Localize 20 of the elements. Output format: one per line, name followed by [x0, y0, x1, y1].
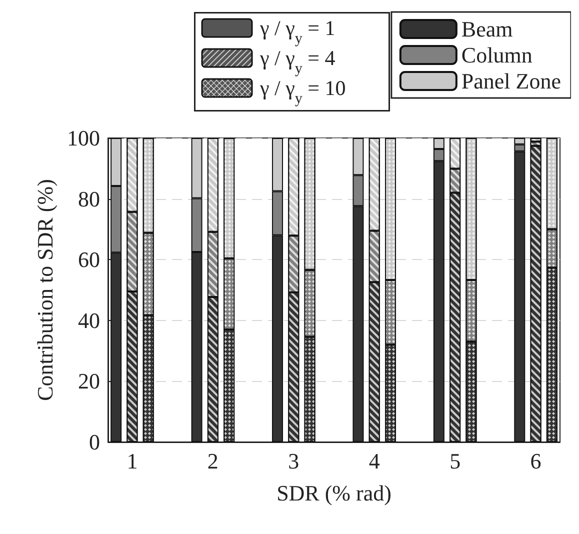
x-axis-title: SDR (% rad) — [276, 480, 392, 506]
legend-label: Column — [461, 42, 532, 68]
x-tick-label: 1 — [126, 448, 138, 474]
x-tick-label: 2 — [207, 448, 218, 474]
legend-label: Beam — [461, 16, 513, 42]
y-tick-label: 60 — [78, 247, 100, 272]
y-tick-label: 40 — [78, 308, 100, 333]
y-axis-title: Contribution to SDR (%) — [32, 179, 58, 401]
x-tick-label: 4 — [368, 448, 380, 474]
y-tick-label: 20 — [78, 368, 100, 394]
text: γ / γ$_{y}$ = 4 — [259, 46, 336, 77]
x-tick-label: 3 — [288, 448, 300, 474]
legend-label: Panel Zone — [461, 68, 562, 94]
y-tick-label: 100 — [67, 126, 100, 150]
x-tick-label: 5 — [450, 448, 461, 474]
text: γ / γ$_{y}$ = 1 — [259, 16, 336, 47]
y-tick-label: 0 — [89, 430, 100, 454]
x-tick-label: 6 — [530, 448, 542, 474]
text: γ / γ$_{y}$ = 10 — [259, 76, 346, 107]
y-tick-label: 80 — [78, 186, 100, 212]
